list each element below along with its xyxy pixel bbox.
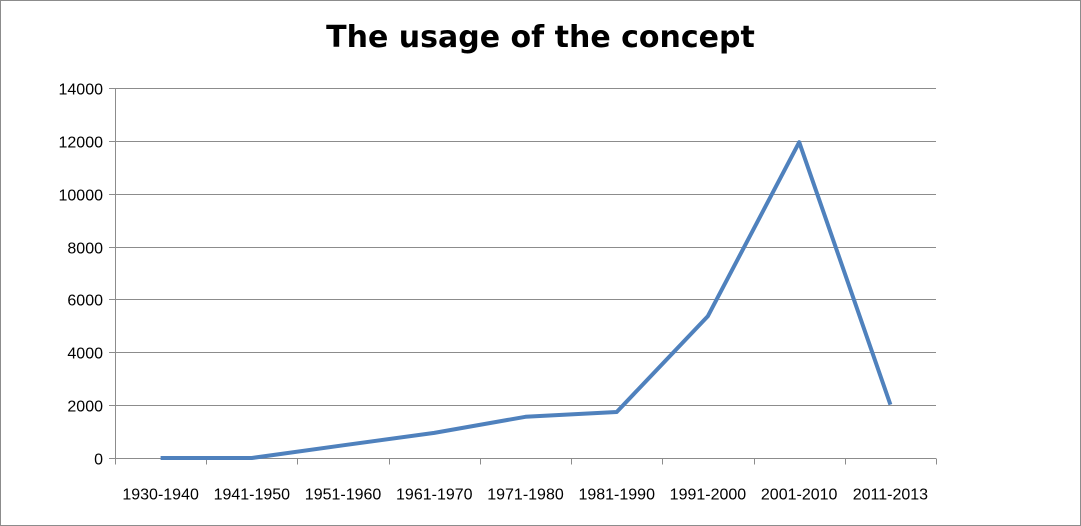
series-line	[160, 140, 893, 460]
y-tick-label: 6000	[67, 293, 103, 310]
y-tick-label: 10000	[59, 188, 104, 205]
x-tick-label: 2011-2013	[853, 487, 928, 504]
x-tick-label: 1961-1970	[396, 487, 473, 504]
x-tick-label: 2001-2010	[761, 487, 838, 504]
y-tick-label: 14000	[59, 82, 104, 99]
series-line-group	[160, 140, 893, 460]
x-tick-label: 1981-1990	[578, 487, 655, 504]
x-tick-label: 1971-1980	[487, 487, 564, 504]
x-tick-label: 1951-1960	[305, 487, 382, 504]
x-tick-label: 1941-1950	[214, 487, 291, 504]
x-tick-label: 1930-1940	[122, 487, 199, 504]
y-tick-label: 12000	[59, 135, 104, 152]
y-axis: 0 2000 4000 6000 8000 10000 12000 14000	[59, 82, 116, 469]
chart-title: The usage of the concept	[326, 20, 755, 55]
y-tick-label: 4000	[67, 346, 103, 363]
y-tick-label: 8000	[67, 241, 103, 258]
gridlines	[115, 88, 936, 406]
y-tick-label: 2000	[67, 399, 103, 416]
x-axis: 1930-1940 1941-1950 1951-1960 1961-1970 1971…	[115, 458, 937, 504]
x-tick-label: 1991-2000	[670, 487, 747, 504]
y-tick-label: 0	[94, 452, 103, 469]
